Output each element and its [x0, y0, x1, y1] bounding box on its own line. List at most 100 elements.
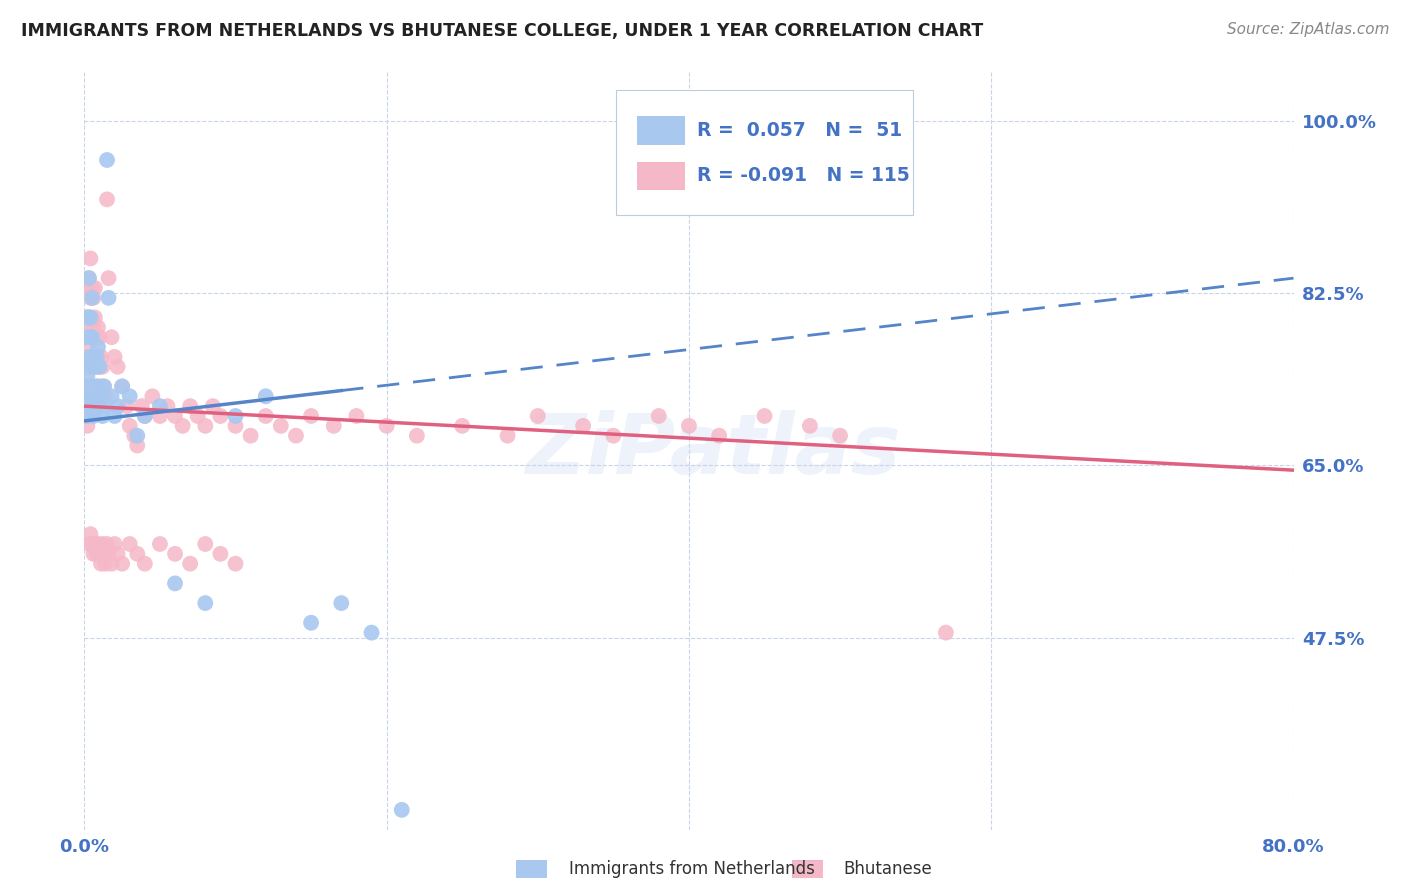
Point: [179, 557, 201, 571]
Point: [830, 428, 852, 442]
Point: [76, 409, 98, 423]
Point: [165, 576, 187, 591]
Point: [84, 350, 107, 364]
Point: [375, 418, 398, 433]
Point: [80, 359, 103, 374]
Point: [165, 409, 187, 423]
Point: [80, 379, 103, 393]
Point: [141, 389, 163, 403]
Point: [80, 281, 103, 295]
Point: [107, 547, 129, 561]
Point: [156, 399, 179, 413]
Point: [79, 379, 101, 393]
Point: [97, 271, 120, 285]
Point: [86, 547, 108, 561]
Point: [299, 409, 322, 423]
Point: [80, 330, 103, 344]
Point: [201, 399, 224, 413]
Point: [134, 557, 156, 571]
Point: [118, 389, 141, 403]
Point: [86, 350, 108, 364]
Point: [754, 409, 776, 423]
Text: R = -0.091   N = 115: R = -0.091 N = 115: [697, 167, 910, 186]
Text: ZiPatlas: ZiPatlas: [526, 410, 901, 491]
Point: [82, 320, 104, 334]
Point: [254, 389, 277, 403]
Point: [82, 409, 104, 423]
Point: [75, 389, 97, 403]
Point: [76, 389, 98, 403]
Point: [77, 537, 100, 551]
Point: [115, 399, 138, 413]
Text: IMMIGRANTS FROM NETHERLANDS VS BHUTANESE COLLEGE, UNDER 1 YEAR CORRELATION CHART: IMMIGRANTS FROM NETHERLANDS VS BHUTANESE…: [21, 22, 983, 40]
Point: [935, 625, 957, 640]
Point: [134, 409, 156, 423]
Point: [80, 350, 103, 364]
Point: [209, 409, 232, 423]
Point: [194, 418, 217, 433]
Point: [84, 379, 107, 393]
Point: [131, 399, 153, 413]
Point: [406, 428, 429, 442]
Point: [76, 350, 98, 364]
Point: [225, 418, 247, 433]
Point: [122, 428, 145, 442]
Point: [149, 399, 172, 413]
Point: [89, 359, 111, 374]
Point: [451, 418, 474, 433]
Point: [77, 389, 100, 403]
Text: Immigrants from Netherlands: Immigrants from Netherlands: [569, 860, 815, 878]
Point: [118, 418, 141, 433]
Point: [84, 310, 107, 325]
Point: [76, 418, 98, 433]
Point: [86, 389, 108, 403]
Point: [93, 547, 115, 561]
Point: [678, 418, 700, 433]
Text: R =  0.057   N =  51: R = 0.057 N = 51: [697, 121, 903, 140]
Point: [82, 291, 104, 305]
Point: [100, 389, 122, 403]
Point: [187, 409, 209, 423]
Point: [91, 359, 114, 374]
Point: [96, 153, 118, 167]
Point: [80, 379, 103, 393]
Point: [91, 537, 114, 551]
Point: [127, 428, 149, 442]
Point: [77, 340, 100, 354]
Point: [79, 359, 101, 374]
Text: Source: ZipAtlas.com: Source: ZipAtlas.com: [1226, 22, 1389, 37]
Point: [84, 281, 107, 295]
Point: [82, 359, 104, 374]
Point: [572, 418, 595, 433]
Point: [149, 537, 172, 551]
Point: [225, 557, 247, 571]
Point: [179, 399, 201, 413]
Point: [111, 379, 134, 393]
Point: [87, 320, 110, 334]
FancyBboxPatch shape: [637, 161, 685, 190]
Point: [87, 350, 110, 364]
Point: [89, 330, 111, 344]
Point: [75, 330, 97, 344]
Point: [648, 409, 671, 423]
Point: [89, 389, 111, 403]
Point: [87, 379, 110, 393]
Point: [79, 310, 101, 325]
Point: [84, 399, 107, 413]
Point: [709, 428, 731, 442]
Point: [82, 547, 104, 561]
Point: [107, 399, 129, 413]
Point: [194, 596, 217, 610]
Point: [80, 399, 103, 413]
Point: [104, 409, 127, 423]
Point: [322, 418, 344, 433]
Point: [194, 537, 217, 551]
Point: [77, 310, 100, 325]
Point: [225, 409, 247, 423]
Point: [77, 271, 100, 285]
Point: [111, 379, 134, 393]
Point: [346, 409, 368, 423]
Point: [89, 399, 111, 413]
Point: [79, 350, 101, 364]
Point: [77, 310, 100, 325]
